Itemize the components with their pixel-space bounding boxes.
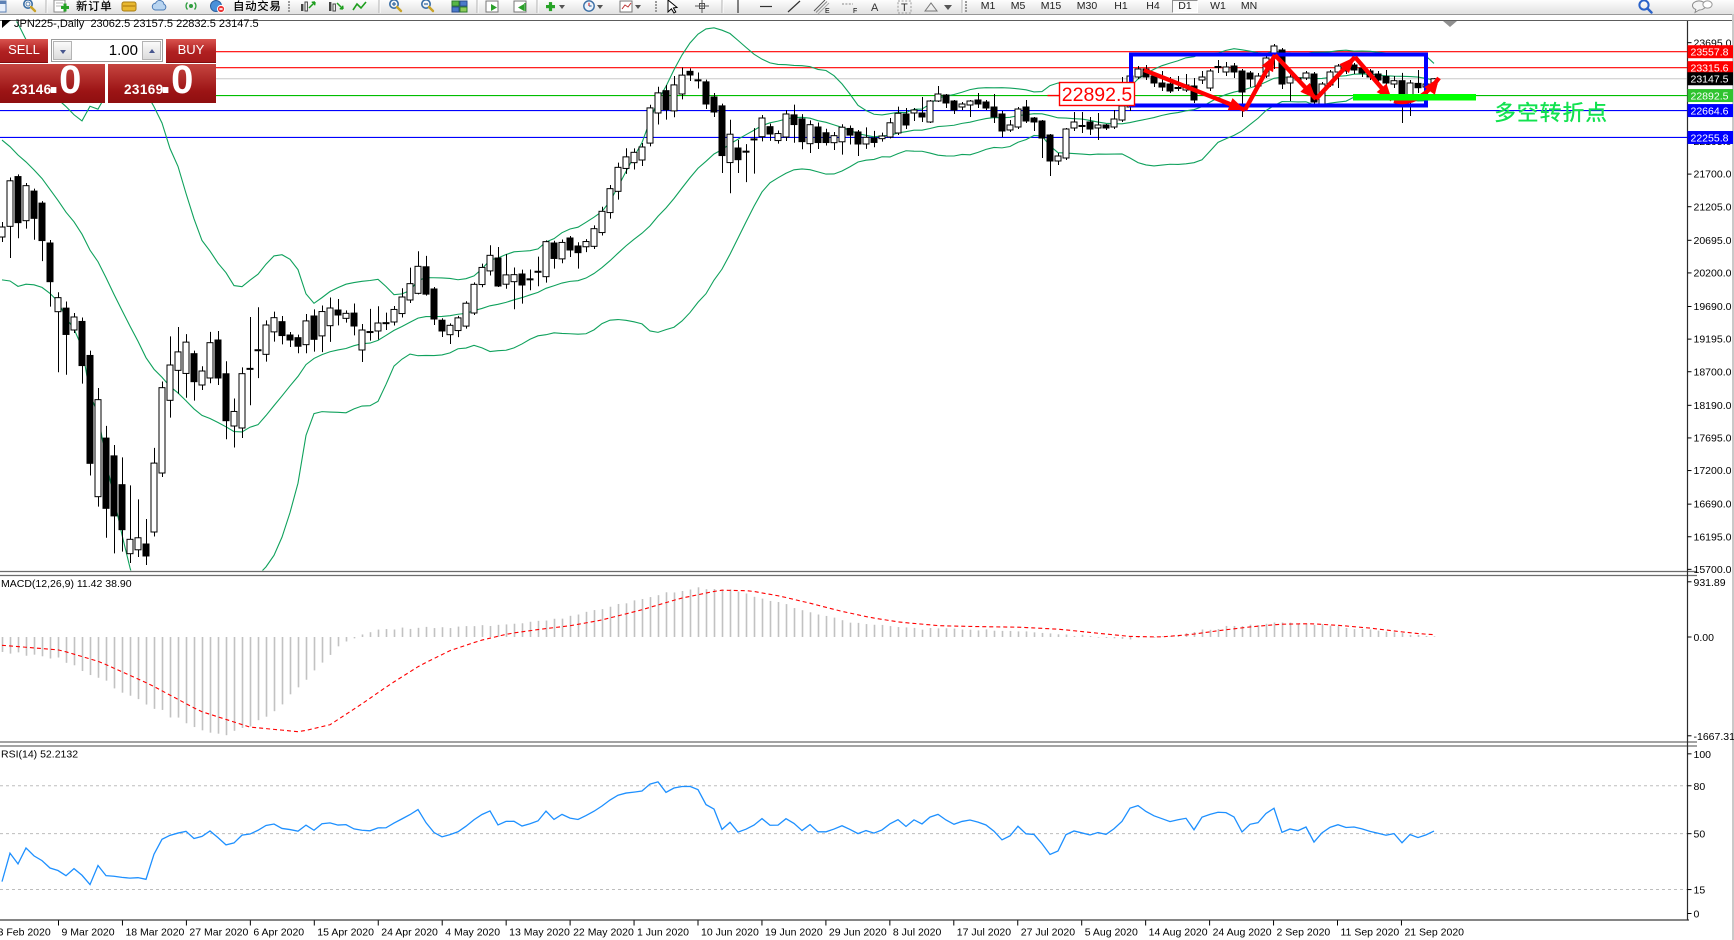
svg-text:24 Apr 2020: 24 Apr 2020 (381, 927, 438, 939)
svg-text:27 Mar 2020: 27 Mar 2020 (189, 927, 248, 939)
one-click-trading-panel[interactable]: SELL 1.00 BUY 23146 .0 23169 .0 (0, 39, 216, 103)
buy-price-frac: .0 (160, 58, 194, 102)
autotrading-label-text (234, 0, 280, 12)
chart-preview-icon[interactable] (121, 1, 137, 12)
svg-text:22 May 2020: 22 May 2020 (573, 927, 634, 939)
caret-down-icon (59, 50, 66, 54)
autotrading-icon[interactable] (329, 2, 344, 12)
timeframe-D1[interactable]: D1 (1172, 0, 1198, 13)
volume-input[interactable]: 1.00 (108, 42, 138, 59)
zoom-in-icon[interactable] (451, 0, 468, 13)
new-order-icon[interactable] (151, 0, 167, 11)
sell-button[interactable]: SELL (0, 39, 48, 63)
autotrading-label[interactable] (233, 0, 285, 13)
new-order-label-text (76, 0, 112, 12)
deposit-icon[interactable] (185, 2, 197, 10)
svg-text:1 Jun 2020: 1 Jun 2020 (637, 927, 689, 939)
new-chart-icon[interactable] (53, 0, 69, 13)
svg-text:5 Aug 2020: 5 Aug 2020 (1085, 927, 1138, 939)
label-tool: T (901, 2, 908, 14)
zoom-out-icon[interactable] (485, 0, 499, 13)
svg-text:F: F (853, 8, 857, 14)
svg-text:15 Apr 2020: 15 Apr 2020 (317, 927, 374, 939)
svg-text:21 Sep 2020: 21 Sep 2020 (1404, 927, 1464, 939)
chart-shift-icon[interactable] (546, 2, 565, 12)
horizontal-line-icon[interactable]: E (813, 0, 830, 14)
svg-text:13 May 2020: 13 May 2020 (509, 927, 570, 939)
text-tool: A (871, 2, 879, 14)
new-chart-icon[interactable] (0, 0, 7, 13)
chart-window[interactable] (0, 20, 1732, 922)
svg-text:18 Mar 2020: 18 Mar 2020 (125, 927, 184, 939)
sell-price-box[interactable]: 23146 .0 (0, 58, 105, 103)
svg-text:10 Jun 2020: 10 Jun 2020 (701, 927, 759, 939)
svg-text:17 Jul 2020: 17 Jul 2020 (957, 927, 1011, 939)
svg-text:19 Jun 2020: 19 Jun 2020 (765, 927, 823, 939)
timeframe-H1[interactable]: H1 (1114, 0, 1128, 12)
svg-text:3 Feb 2020: 3 Feb 2020 (0, 927, 51, 939)
svg-text:11 Sep 2020: 11 Sep 2020 (1341, 927, 1400, 939)
timeframe-W1[interactable]: W1 (1210, 0, 1226, 12)
chart-title: JPN225-,Daily 23062.5 23157.5 22832.5 23… (14, 18, 259, 30)
add-indicator-icon[interactable] (619, 0, 641, 13)
toolbar: E F A T M1 M5 M15 M30 H1 H4 D1 W1 MN (0, 0, 1734, 15)
timeframe-M1[interactable]: M1 (980, 0, 996, 12)
symbol-period: JPN225-,Daily (14, 18, 85, 30)
trendline-icon[interactable]: F (842, 3, 857, 14)
svg-text:14 Aug 2020: 14 Aug 2020 (1149, 927, 1208, 939)
signal-icon[interactable] (301, 1, 316, 12)
caret-up-icon (148, 49, 155, 53)
svg-text:29 Jun 2020: 29 Jun 2020 (829, 927, 887, 939)
period-clock-icon[interactable] (667, 0, 679, 14)
timeframe-M30[interactable]: M30 (1076, 0, 1098, 12)
svg-text:6 Apr 2020: 6 Apr 2020 (253, 927, 304, 939)
svg-text:E: E (825, 8, 830, 14)
timeframe-MN[interactable]: MN (1240, 0, 1258, 12)
ohlc-values: 23062.5 23157.5 22832.5 23147.5 (90, 18, 259, 30)
fibonacci-icon[interactable] (1638, 0, 1653, 14)
cloud-icon[interactable] (210, 0, 226, 14)
new-order-label[interactable] (76, 0, 116, 13)
chart-autoscroll-icon[interactable] (583, 0, 603, 12)
timeframe-M5[interactable]: M5 (1010, 0, 1026, 12)
svg-text:9 Mar 2020: 9 Mar 2020 (62, 927, 115, 939)
vertical-line-icon[interactable] (787, 0, 801, 13)
svg-text:27 Jul 2020: 27 Jul 2020 (1021, 927, 1075, 939)
collapse-panel-icon[interactable] (2, 20, 11, 28)
svg-text:2 Sep 2020: 2 Sep 2020 (1277, 927, 1331, 939)
svg-text:24 Aug 2020: 24 Aug 2020 (1213, 927, 1272, 939)
sell-price-frac: .0 (48, 58, 82, 102)
svg-text:8 Jul 2020: 8 Jul 2020 (893, 927, 942, 939)
chart-type-icon[interactable] (695, 0, 709, 13)
chart-preview-icon[interactable] (23, 0, 37, 13)
timeframe-M15[interactable]: M15 (1040, 0, 1062, 12)
buy-price-box[interactable]: 23169 .0 (108, 58, 216, 103)
window-right-edge (1732, 14, 1734, 940)
buy-price-int: 23169 (124, 82, 164, 97)
bar-chart-up-icon[interactable] (352, 1, 367, 11)
svg-text:4 May 2020: 4 May 2020 (445, 927, 500, 939)
volume-increase-button[interactable] (142, 41, 161, 60)
fibo-expansion-icon[interactable] (1692, 0, 1713, 14)
timeframe-H4[interactable]: H4 (1146, 0, 1160, 12)
bar-chart-down-icon[interactable] (389, 0, 403, 13)
sell-price-int: 23146 (12, 82, 52, 97)
time-axis[interactable]: 3 Feb 2020 9 Mar 2020 18 Mar 2020 27 Mar 20… (0, 920, 1464, 939)
line-chart-icon[interactable] (421, 0, 435, 13)
tile-windows-icon[interactable] (513, 0, 527, 13)
